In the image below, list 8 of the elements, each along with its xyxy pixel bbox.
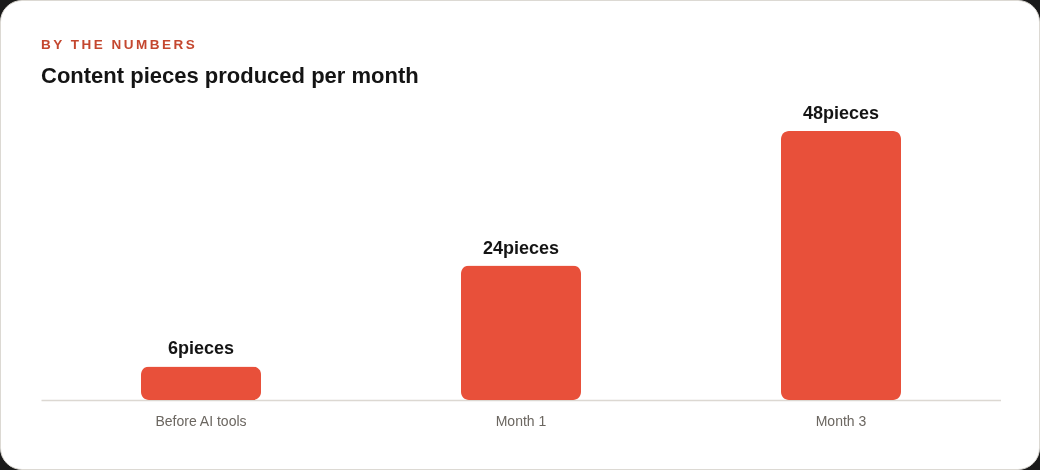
- data-label: 6pieces: [167, 338, 235, 359]
- x-tick-label: Month 1: [495, 412, 547, 429]
- x-tick-label: Month 3: [815, 412, 867, 429]
- chart-title: Content pieces produced per month: [41, 62, 419, 90]
- x-tick-label: Before AI tools: [155, 412, 247, 429]
- data-label: 24pieces: [482, 237, 560, 258]
- chart-subtitle: BY THE NUMBERS: [41, 37, 198, 53]
- data-label: 48pieces: [802, 103, 880, 123]
